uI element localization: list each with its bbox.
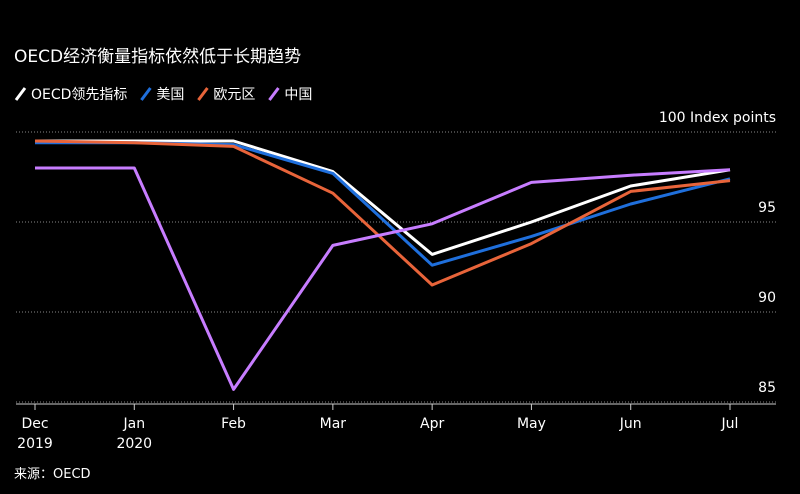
legend-marker [197,87,209,101]
y-tick-label: 100 Index points [659,110,776,126]
legend-marker [140,87,152,101]
line [34,139,731,287]
y-tick-label: 95 [758,200,776,216]
legend-label: 美国 [156,87,184,103]
line [35,141,731,267]
x-tick-label: Apr [420,416,445,432]
legend-label: 中国 [284,87,312,103]
legend-label: 欧元区 [213,87,255,103]
x-tick-label: Feb [221,416,246,432]
legend-label: OECD领先指标 [31,87,127,103]
y-tick-label: 85 [758,380,776,396]
x-tick-label: Jan 2020 [116,416,153,452]
x-tick-label: Jun [619,416,642,432]
line [35,166,731,391]
line [35,139,731,256]
legend-marker [268,87,280,101]
legend-marker [14,87,27,101]
x-tick-label: Jul [721,416,739,432]
source: 来源：OECD [14,467,91,482]
y-tick-label: 90 [758,290,776,306]
chart-title: OECD经济衡量指标依然低于长期趋势 [14,47,301,67]
x-tick-label: Mar [319,416,347,432]
x-tick-label: Dec 2019 [17,416,53,452]
x-tick-label: May [516,416,546,432]
